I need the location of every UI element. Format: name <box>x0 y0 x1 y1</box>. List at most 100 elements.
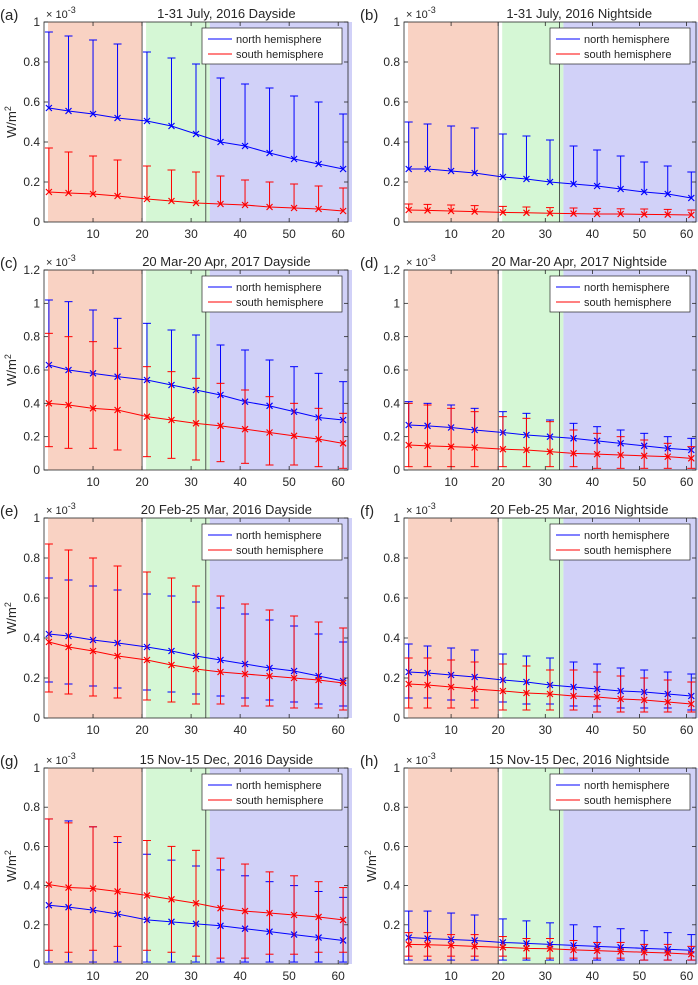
data-marker <box>447 443 455 451</box>
axes-box <box>403 767 697 965</box>
y-tick-label: 0.2 <box>383 671 400 685</box>
x-tick-label: 50 <box>633 227 647 241</box>
x-tick-label: 40 <box>586 475 600 489</box>
x-tick-label: 10 <box>444 969 458 983</box>
x-tick-label: 20 <box>135 723 149 737</box>
legend-label-north: north hemisphere <box>584 530 670 542</box>
y-tick-label: 0 <box>33 957 40 971</box>
data-marker <box>89 190 97 198</box>
y-tick-label: 0 <box>393 463 400 477</box>
legend-label-north: north hemisphere <box>584 780 670 792</box>
y-tick-label: 0.8 <box>23 800 40 814</box>
data-marker <box>664 698 672 706</box>
x-tick-label: 20 <box>135 227 149 241</box>
x-tick-label: 40 <box>233 475 247 489</box>
legend: north hemisphere south hemisphere <box>201 27 343 65</box>
x-tick-label: 20 <box>492 475 506 489</box>
x-tick-label: 60 <box>332 475 346 489</box>
x-tick-label: 50 <box>633 475 647 489</box>
y-tick-label: 0.6 <box>23 591 40 605</box>
band-edge <box>44 22 48 222</box>
y-tick-label: 0.4 <box>383 396 400 410</box>
x-tick-label: 30 <box>539 227 553 241</box>
x-tick-label: 10 <box>86 227 100 241</box>
band-1 <box>48 518 143 718</box>
data-marker <box>523 944 530 952</box>
x-tick-label: 40 <box>586 723 600 737</box>
data-marker <box>143 891 151 899</box>
data-marker <box>593 182 601 190</box>
data-marker <box>593 693 601 701</box>
data-marker <box>471 444 479 451</box>
data-marker <box>546 178 554 186</box>
axes-box <box>403 517 697 719</box>
legend-label-south: south hemisphere <box>584 297 671 309</box>
band-2 <box>146 768 210 964</box>
band-1 <box>408 768 499 964</box>
data-marker <box>424 941 431 949</box>
data-marker <box>192 130 200 138</box>
y-tick-label: 1.2 <box>383 263 400 277</box>
data-marker <box>523 209 530 217</box>
data-marker <box>424 442 431 450</box>
y-axis-label: W/m2 <box>3 850 19 882</box>
data-marker <box>570 692 577 700</box>
axes-box <box>43 517 349 719</box>
y-tick-label: 1 <box>33 15 40 29</box>
data-marker <box>687 454 695 462</box>
panel-label: (b) <box>360 7 378 24</box>
y-tick-label: 0.4 <box>23 631 40 645</box>
data-marker <box>241 907 249 915</box>
x-tick-label: 20 <box>492 969 506 983</box>
data-marker <box>424 681 431 689</box>
y-tick-label: 0.2 <box>383 175 400 189</box>
y-multiplier: × 10-3 <box>406 751 436 767</box>
y-tick-label: 0 <box>33 711 40 725</box>
data-marker <box>640 210 648 218</box>
legend-label-south: south hemisphere <box>584 49 671 61</box>
x-tick-label: 60 <box>332 969 346 983</box>
panel-label: (h) <box>360 753 378 770</box>
x-tick-label: 30 <box>184 723 198 737</box>
data-marker <box>315 160 323 168</box>
legend-box <box>201 523 343 561</box>
data-marker <box>447 207 455 215</box>
band-2 <box>146 518 210 718</box>
data-marker <box>315 913 323 921</box>
series-south <box>44 332 348 469</box>
data-marker <box>315 205 323 213</box>
data-marker <box>339 207 347 215</box>
data-marker <box>217 138 224 146</box>
data-marker <box>89 647 97 655</box>
x-tick-label: 30 <box>539 723 553 737</box>
data-marker <box>266 149 273 157</box>
band-edge <box>44 768 48 964</box>
y-tick-label: 0.4 <box>383 879 400 893</box>
series-north <box>404 121 696 202</box>
legend-label-north: north hemisphere <box>236 282 322 294</box>
x-tick-label: 10 <box>444 723 458 737</box>
data-marker <box>339 679 347 687</box>
data-marker <box>45 104 53 112</box>
data-marker <box>45 188 53 196</box>
data-marker <box>241 142 249 150</box>
series-north <box>44 31 348 173</box>
x-tick-label: 40 <box>586 969 600 983</box>
data-marker <box>593 947 601 955</box>
legend-box <box>201 773 343 811</box>
y-tick-label: 0.8 <box>383 551 400 565</box>
series-south <box>404 932 696 961</box>
x-tick-label: 50 <box>282 723 296 737</box>
band-1 <box>408 270 499 470</box>
x-tick-label: 20 <box>135 969 149 983</box>
y-tick-label: 0.6 <box>383 95 400 109</box>
data-marker <box>405 441 413 449</box>
data-marker <box>664 211 672 219</box>
data-marker <box>405 680 413 688</box>
data-marker <box>45 638 53 646</box>
data-marker <box>593 450 601 458</box>
chart-title: 20 Mar-20 Apr, 2017 Dayside <box>142 254 310 269</box>
band-1 <box>48 768 143 964</box>
data-marker <box>192 665 200 673</box>
y-tick-label: 1 <box>393 296 400 310</box>
